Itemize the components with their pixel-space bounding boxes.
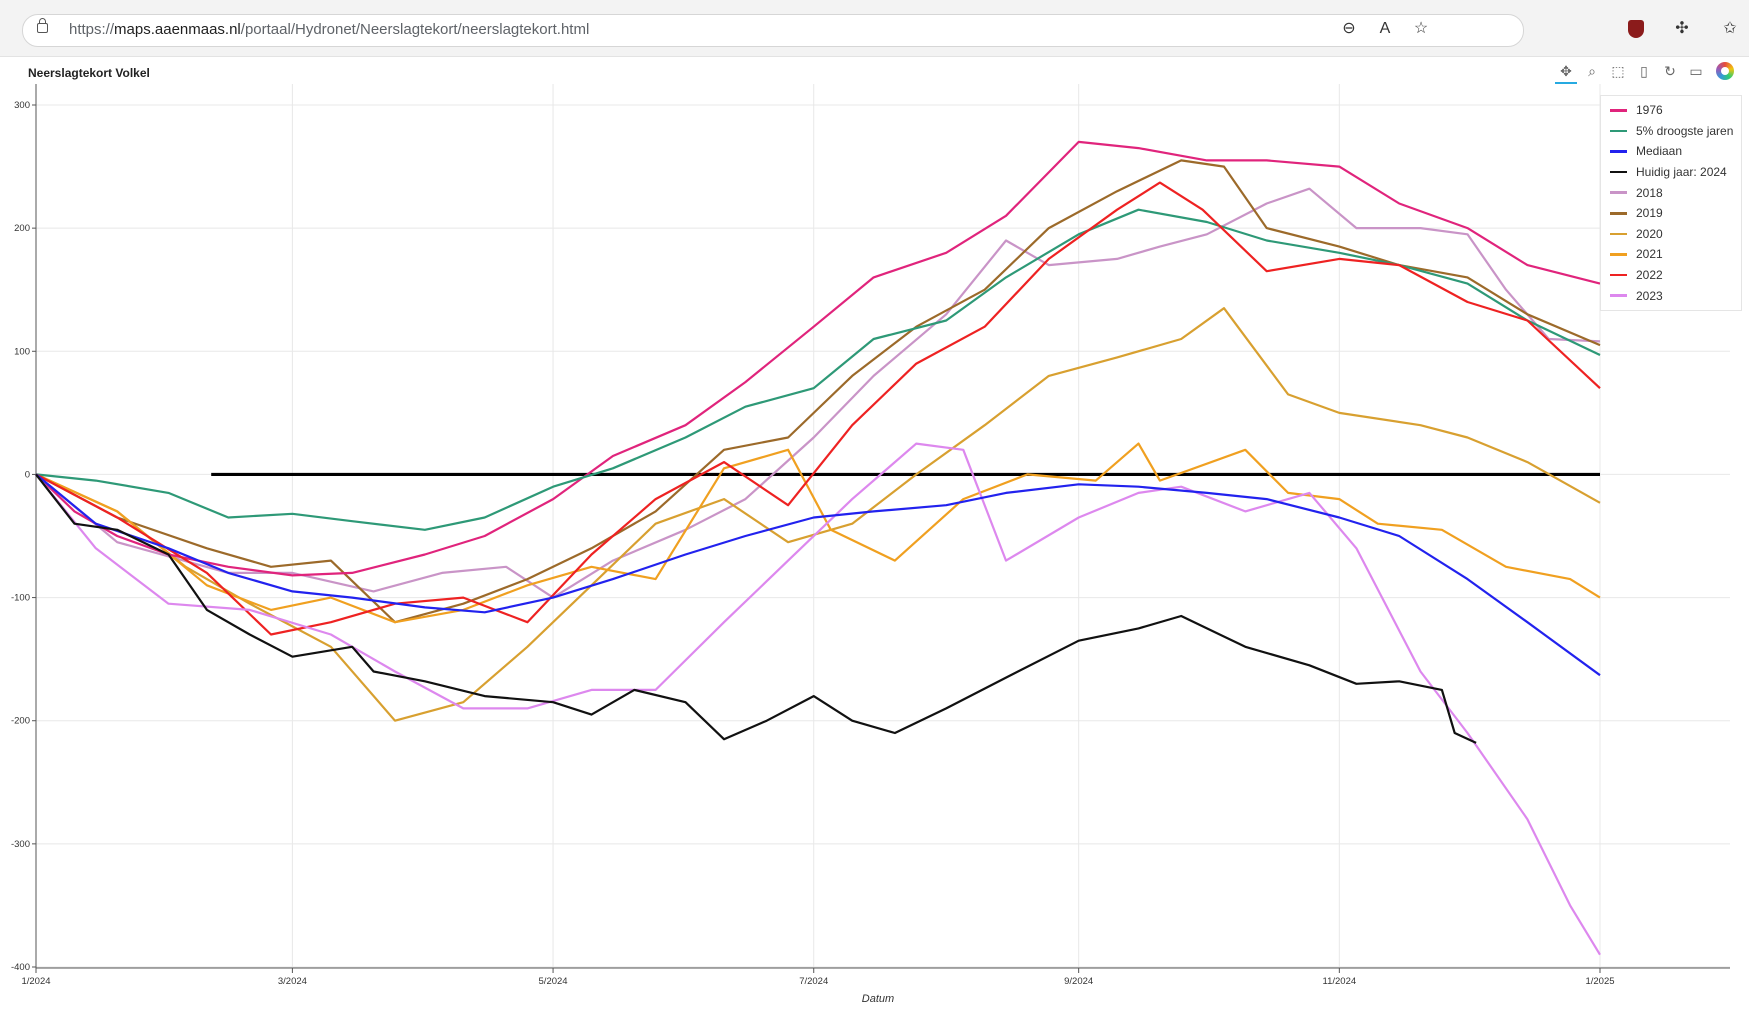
y-tick-label: -400 [11, 962, 30, 973]
legend-label: 2019 [1636, 206, 1663, 221]
series-line-5-droogste-jaren [35, 208, 1601, 531]
address-bar[interactable]: https://maps.aaenmaas.nl/portaal/Hydrone… [22, 14, 1524, 47]
legend-item[interactable]: 2021 [1601, 244, 1741, 265]
legend-swatch [1610, 294, 1627, 297]
legend-label: 2020 [1636, 226, 1663, 241]
lock-icon[interactable] [37, 18, 48, 33]
x-axis-title: Datum [862, 993, 894, 1005]
legend-item[interactable]: 1976 [1601, 100, 1741, 121]
legend-label: Huidig jaar: 2024 [1636, 165, 1727, 180]
legend-swatch [1610, 109, 1627, 112]
x-tick-label: 1/2024 [21, 976, 50, 987]
bokeh-logo-icon[interactable] [1716, 62, 1734, 80]
legend-item[interactable]: Huidig jaar: 2024 [1601, 162, 1741, 183]
legend-swatch [1610, 191, 1627, 194]
wheel-zoom-icon[interactable]: ⌕ [1588, 63, 1596, 79]
legend-label: 2021 [1636, 247, 1663, 262]
legend-swatch [1610, 232, 1627, 236]
series-line-huidig-jaar-2024 [35, 473, 1477, 744]
legend-swatch [1610, 129, 1627, 133]
legend-label: 2018 [1636, 185, 1663, 200]
x-tick-label: 11/2024 [1323, 976, 1357, 987]
legend-label: 5% droogste jaren [1636, 123, 1734, 138]
legend-swatch [1610, 170, 1627, 174]
favorite-star-icon[interactable]: ☆ [1413, 20, 1429, 37]
x-tick-label: 9/2024 [1064, 976, 1093, 987]
legend-item[interactable]: 2022 [1601, 265, 1741, 286]
series-line-2022 [35, 181, 1601, 636]
legend-label: Mediaan [1636, 144, 1683, 159]
box-select-icon[interactable]: ▯ [1640, 63, 1648, 79]
y-tick-label: 0 [25, 469, 30, 480]
legend-item[interactable]: 2023 [1601, 285, 1741, 306]
legend-label: 1976 [1636, 103, 1663, 118]
legend-item[interactable]: 2019 [1601, 203, 1741, 224]
ublock-shield-icon[interactable] [1628, 20, 1644, 38]
y-tick-label: 300 [14, 100, 30, 111]
x-tick-label: 3/2024 [278, 976, 307, 987]
save-icon[interactable]: ▭ [1689, 63, 1703, 79]
x-tick-label: 1/2025 [1585, 976, 1614, 987]
legend-swatch [1610, 212, 1627, 215]
legend-item[interactable]: 5% droogste jaren [1601, 121, 1741, 142]
series-line-2019 [35, 159, 1601, 624]
legend-item[interactable]: 2020 [1601, 224, 1741, 245]
series-line-2018 [35, 187, 1601, 599]
y-tick-label: -100 [11, 593, 30, 604]
series-line-2020 [35, 307, 1601, 722]
y-tick-label: 100 [14, 346, 30, 357]
legend-item[interactable]: Mediaan [1601, 141, 1741, 162]
chart-title: Neerslagtekort Volkel [28, 66, 150, 80]
read-aloud-icon[interactable]: A [1379, 20, 1391, 37]
y-tick-label: -200 [11, 716, 30, 727]
box-zoom-icon[interactable]: ⬚ [1611, 63, 1625, 79]
legend-swatch [1610, 150, 1627, 153]
url-text[interactable]: https://maps.aaenmaas.nl/portaal/Hydrone… [69, 21, 590, 38]
series-line-2021 [35, 442, 1601, 624]
x-tick-label: 5/2024 [539, 976, 568, 987]
zoom-out-icon[interactable]: ⊖ [1342, 20, 1356, 37]
reset-icon[interactable]: ↻ [1664, 63, 1676, 79]
legend-swatch [1610, 273, 1627, 277]
x-tick-label: 7/2024 [799, 976, 828, 987]
series-line-1976 [35, 140, 1601, 577]
legend-label: 2022 [1636, 268, 1663, 283]
legend-label: 2023 [1636, 288, 1663, 303]
legend-item[interactable]: 2018 [1601, 182, 1741, 203]
extensions-icon[interactable]: ✣ [1675, 20, 1689, 37]
favorites-list-icon[interactable]: ✩ [1723, 20, 1737, 37]
chart-legend: 1976 5% droogste jaren Mediaan Huidig jaar:… [1600, 95, 1742, 311]
browser-toolbar: https://maps.aaenmaas.nl/portaal/Hydrone… [0, 0, 1749, 57]
series-line-mediaan [35, 473, 1601, 677]
pan-tool-icon[interactable]: ✥ [1555, 60, 1577, 84]
y-tick-label: -300 [11, 839, 30, 850]
y-tick-label: 200 [14, 223, 30, 234]
legend-swatch [1610, 253, 1627, 256]
